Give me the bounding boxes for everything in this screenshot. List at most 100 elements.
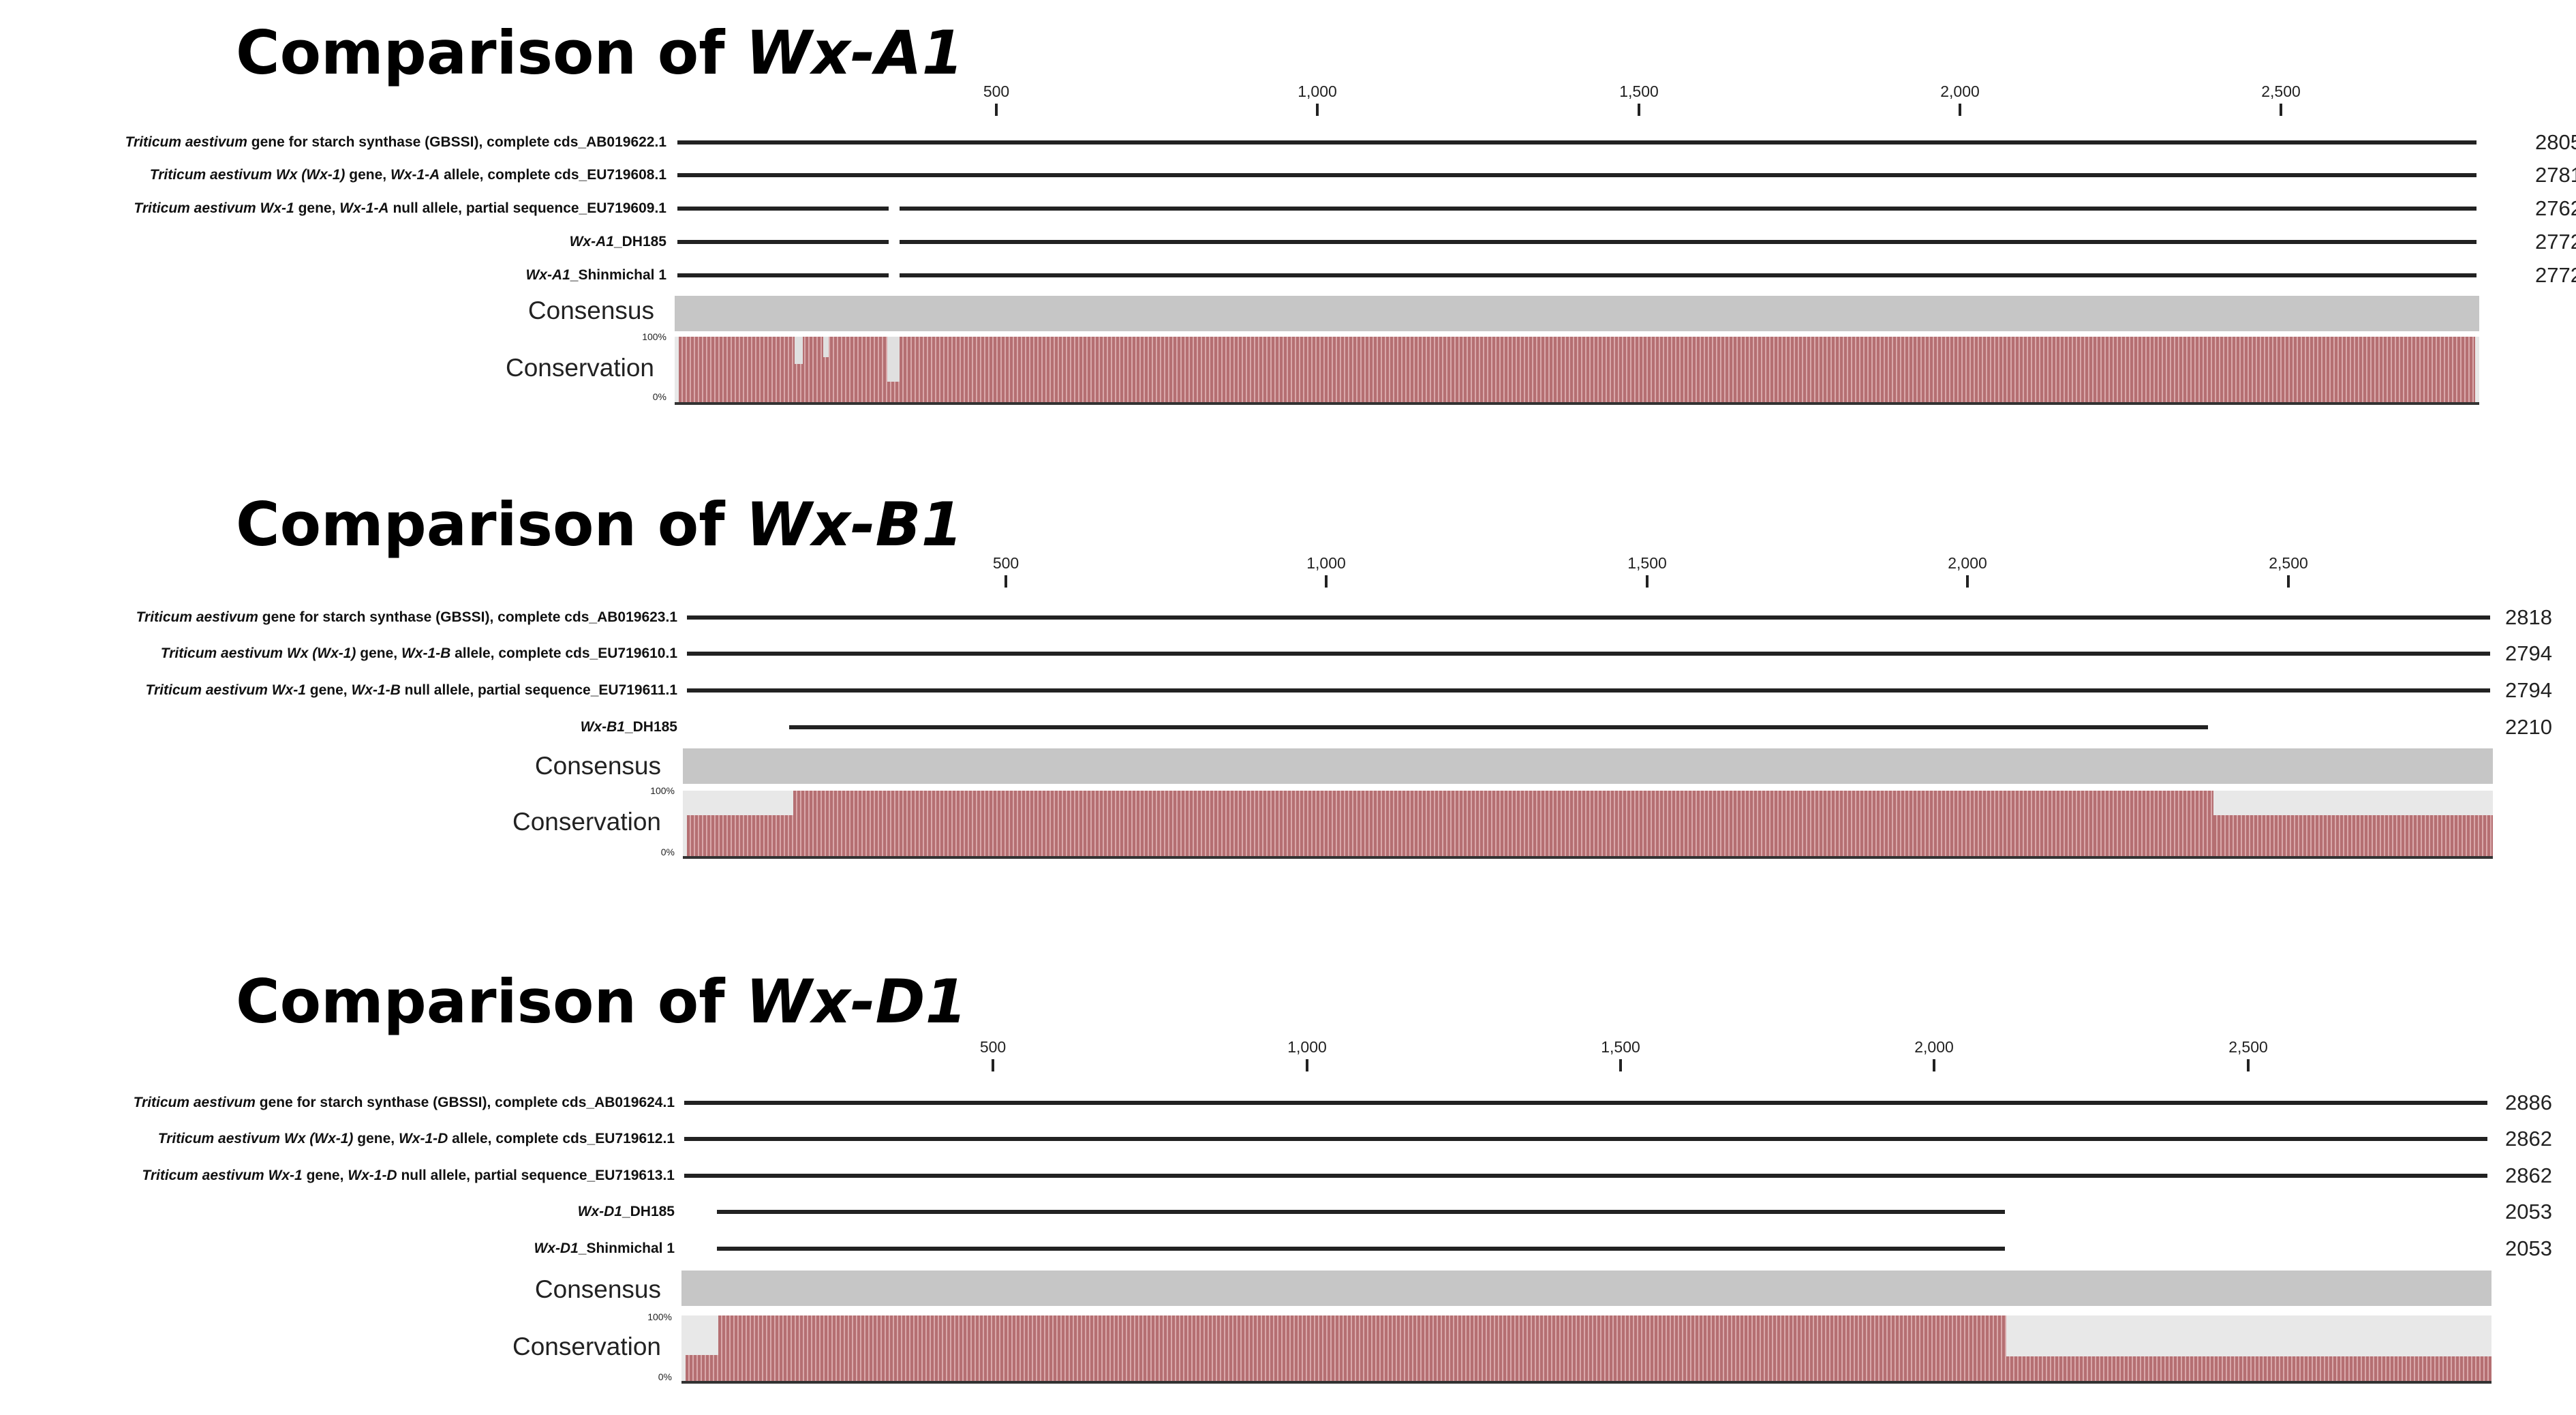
sequence-label: Triticum aestivum Wx (Wx-1) gene, Wx-1-A… xyxy=(149,167,666,183)
sequence-line xyxy=(717,1210,2005,1214)
sequence-row: Wx-D1_Shinmichal 1 2053 xyxy=(0,1234,2576,1264)
sequence-line xyxy=(789,725,2208,729)
sequence-length: 2772 xyxy=(2535,230,2576,254)
sequence-line xyxy=(900,207,2477,211)
sequence-row: Triticum aestivum Wx (Wx-1) gene, Wx-1-D… xyxy=(0,1124,2576,1154)
sequence-row: Wx-B1_DH185 2210 xyxy=(0,712,2576,742)
ruler-tick-label: 1,000 xyxy=(1287,1038,1327,1056)
ruler-tick-mark xyxy=(1933,1059,1935,1071)
ruler-tick: 2,500 xyxy=(2240,82,2322,116)
sequence-row: Triticum aestivum Wx (Wx-1) gene, Wx-1-A… xyxy=(0,160,2576,190)
sequence-length: 2794 xyxy=(2505,678,2552,702)
consensus-bar xyxy=(681,1271,2491,1306)
panel-wx-d1: Comparison of Wx-D1 500 1,000 1,500 2,00… xyxy=(0,947,2576,1415)
sequence-line xyxy=(900,240,2477,244)
sequence-line xyxy=(900,273,2477,277)
sequence-length: 2818 xyxy=(2505,605,2552,629)
conservation-fill xyxy=(2213,815,2493,856)
ruler-tick-mark xyxy=(2287,575,2290,588)
sequence-line xyxy=(677,273,889,277)
ruler-tick: 2,000 xyxy=(1927,553,2008,588)
sequence-label: Triticum aestivum gene for starch syntha… xyxy=(136,609,677,625)
panel-title: Comparison of Wx-A1 xyxy=(236,19,964,87)
title-gene: Wx-D1 xyxy=(746,967,967,1037)
conservation-label: Conservation xyxy=(512,808,661,836)
ruler-tick: 2,000 xyxy=(1919,82,2001,116)
conservation-axis xyxy=(675,402,2479,405)
sequence-line xyxy=(677,240,889,244)
conservation-pct-high: 100% xyxy=(650,785,675,796)
conservation-track xyxy=(683,791,2493,856)
ruler-tick-mark xyxy=(1619,1059,1622,1071)
ruler-tick-label: 500 xyxy=(983,82,1010,100)
sequence-length: 2053 xyxy=(2505,1200,2552,1223)
sequence-row: Triticum aestivum Wx (Wx-1) gene, Wx-1-B… xyxy=(0,639,2576,669)
ruler-tick-label: 2,000 xyxy=(1940,82,1980,100)
ruler-tick-label: 2,500 xyxy=(2269,554,2308,572)
conservation-pct-high: 100% xyxy=(642,331,666,342)
sequence-label: Triticum aestivum Wx-1 gene, Wx-1-B null… xyxy=(145,682,677,698)
sequence-length: 2210 xyxy=(2505,715,2552,739)
ruler-tick: 1,000 xyxy=(1266,1037,1348,1071)
conservation-fill xyxy=(718,1315,2006,1381)
ruler-tick-label: 1,000 xyxy=(1306,554,1346,572)
ruler-tick-mark xyxy=(2247,1059,2250,1071)
title-prefix: Comparison of xyxy=(236,489,746,560)
sequence-label: Triticum aestivum Wx (Wx-1) gene, Wx-1-B… xyxy=(160,645,677,661)
sequence-length: 2886 xyxy=(2505,1091,2552,1114)
conservation-gap xyxy=(795,337,803,364)
ruler: 500 1,000 1,500 2,000 2,500 xyxy=(0,1037,2576,1085)
sequence-line xyxy=(677,173,2477,177)
ruler-tick-label: 1,500 xyxy=(1619,82,1659,100)
consensus-label: Consensus xyxy=(534,752,661,780)
sequence-line xyxy=(677,140,2477,144)
sequence-line xyxy=(684,1101,2487,1105)
conservation-label: Conservation xyxy=(512,1333,661,1360)
sequence-row: Triticum aestivum gene for starch syntha… xyxy=(0,603,2576,633)
ruler-tick: 500 xyxy=(965,553,1047,588)
ruler-tick-mark xyxy=(1646,575,1649,588)
ruler-tick-mark xyxy=(1959,104,1961,116)
ruler-tick-label: 2,500 xyxy=(2261,82,2301,100)
conservation-axis xyxy=(683,856,2493,859)
conservation-fill xyxy=(679,337,2475,402)
ruler-tick: 2,500 xyxy=(2207,1037,2289,1071)
sequence-line xyxy=(687,652,2490,656)
conservation-fill xyxy=(686,1354,718,1381)
panel-title: Comparison of Wx-B1 xyxy=(236,491,963,559)
panel-wx-a1: Comparison of Wx-A1 500 1,000 1,500 2,00… xyxy=(0,0,2576,436)
ruler-tick: 2,500 xyxy=(2248,553,2329,588)
conservation-track xyxy=(675,337,2479,402)
ruler-tick-mark xyxy=(1005,575,1007,588)
sequence-row: Triticum aestivum Wx-1 gene, Wx-1-D null… xyxy=(0,1161,2576,1191)
sequence-label: Triticum aestivum Wx (Wx-1) gene, Wx-1-D… xyxy=(157,1131,675,1146)
sequence-row: Triticum aestivum Wx-1 gene, Wx-1-B null… xyxy=(0,675,2576,705)
ruler: 500 1,000 1,500 2,000 2,500 xyxy=(0,82,2576,130)
sequence-line xyxy=(687,615,2490,620)
sequence-row: Triticum aestivum Wx-1 gene, Wx-1-A null… xyxy=(0,194,2576,224)
consensus-bar xyxy=(675,296,2479,331)
sequence-line xyxy=(687,688,2490,693)
sequence-length: 2794 xyxy=(2505,641,2552,665)
sequence-line xyxy=(684,1174,2487,1178)
title-gene: Wx-A1 xyxy=(746,18,964,88)
sequence-length: 2805 xyxy=(2535,130,2576,154)
sequence-label: Triticum aestivum gene for starch syntha… xyxy=(125,134,666,150)
ruler-tick: 1,500 xyxy=(1580,1037,1661,1071)
ruler-tick-label: 2,000 xyxy=(1914,1038,1954,1056)
sequence-length: 2781 xyxy=(2535,163,2576,187)
ruler-tick-label: 500 xyxy=(979,1038,1007,1056)
conservation-gap xyxy=(823,337,829,357)
ruler-tick: 1,000 xyxy=(1276,82,1358,116)
sequence-label: Triticum aestivum Wx-1 gene, Wx-1-A null… xyxy=(134,200,666,216)
consensus-label: Consensus xyxy=(527,296,654,324)
sequence-label: Triticum aestivum Wx-1 gene, Wx-1-D null… xyxy=(142,1168,675,1183)
sequence-label: Wx-A1_Shinmichal 1 xyxy=(525,267,666,283)
ruler-tick-mark xyxy=(1306,1059,1308,1071)
title-prefix: Comparison of xyxy=(236,18,746,88)
conservation-pct-low: 0% xyxy=(658,1371,672,1382)
ruler-tick: 1,500 xyxy=(1598,82,1680,116)
sequence-label: Triticum aestivum gene for starch syntha… xyxy=(133,1095,675,1110)
ruler-tick-label: 500 xyxy=(992,554,1019,572)
ruler-tick-mark xyxy=(992,1059,994,1071)
